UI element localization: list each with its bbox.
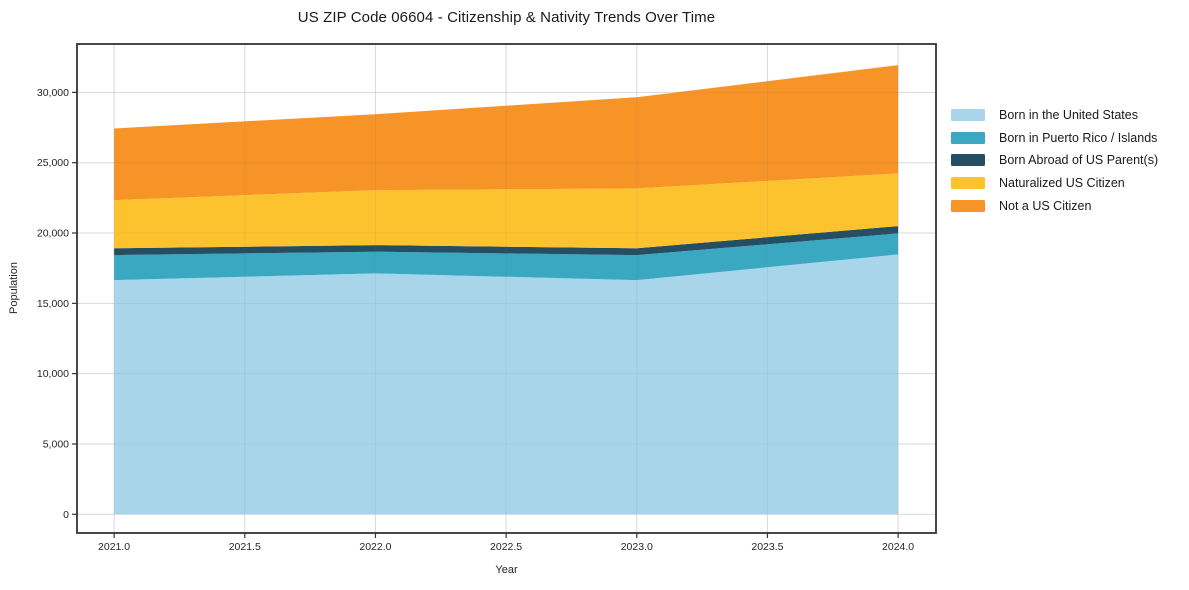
x-tick-label: 2023.0	[621, 541, 653, 553]
area-series-4	[114, 65, 899, 201]
legend-item: Born in Puerto Rico / Islands	[951, 127, 1158, 150]
y-tick-label: 20,000	[37, 228, 69, 240]
x-tick-label: 2021.0	[98, 541, 130, 553]
area-series-1	[114, 233, 899, 281]
y-tick-label: 15,000	[37, 298, 69, 310]
x-tick-label: 2022.5	[490, 541, 522, 553]
legend-label: Naturalized US Citizen	[999, 176, 1125, 191]
legend: Born in the United States Born in Puerto …	[951, 104, 1158, 217]
legend-label: Born in the United States	[999, 108, 1138, 123]
x-tick-label: 2022.0	[359, 541, 391, 553]
legend-label: Born Abroad of US Parent(s)	[999, 153, 1159, 168]
legend-swatch	[951, 109, 985, 122]
y-tick-label: 25,000	[37, 157, 69, 169]
legend-swatch	[951, 177, 985, 190]
y-tick-label: 5,000	[43, 438, 69, 450]
legend-item: Not a US Citizen	[951, 194, 1158, 217]
area-series-3	[114, 173, 899, 249]
legend-item: Naturalized US Citizen	[951, 172, 1158, 195]
area-series-2	[114, 226, 899, 256]
y-tick-label: 30,000	[37, 87, 69, 99]
legend-swatch	[951, 154, 985, 167]
legend-item: Born Abroad of US Parent(s)	[951, 149, 1158, 172]
legend-label: Not a US Citizen	[999, 198, 1092, 213]
legend-label: Born in Puerto Rico / Islands	[999, 130, 1158, 145]
chart-title: US ZIP Code 06604 - Citizenship & Nativi…	[297, 9, 716, 26]
x-tick-label: 2024.0	[882, 541, 914, 553]
legend-swatch	[951, 199, 985, 212]
y-tick-label: 0	[63, 509, 69, 521]
y-tick-label: 10,000	[37, 368, 69, 380]
area-series-0	[114, 254, 899, 515]
legend-swatch	[951, 131, 985, 144]
legend-item: Born in the United States	[951, 104, 1158, 127]
x-axis-label: Year	[495, 564, 518, 576]
x-tick-label: 2021.5	[229, 541, 261, 553]
x-tick-label: 2023.5	[751, 541, 783, 553]
